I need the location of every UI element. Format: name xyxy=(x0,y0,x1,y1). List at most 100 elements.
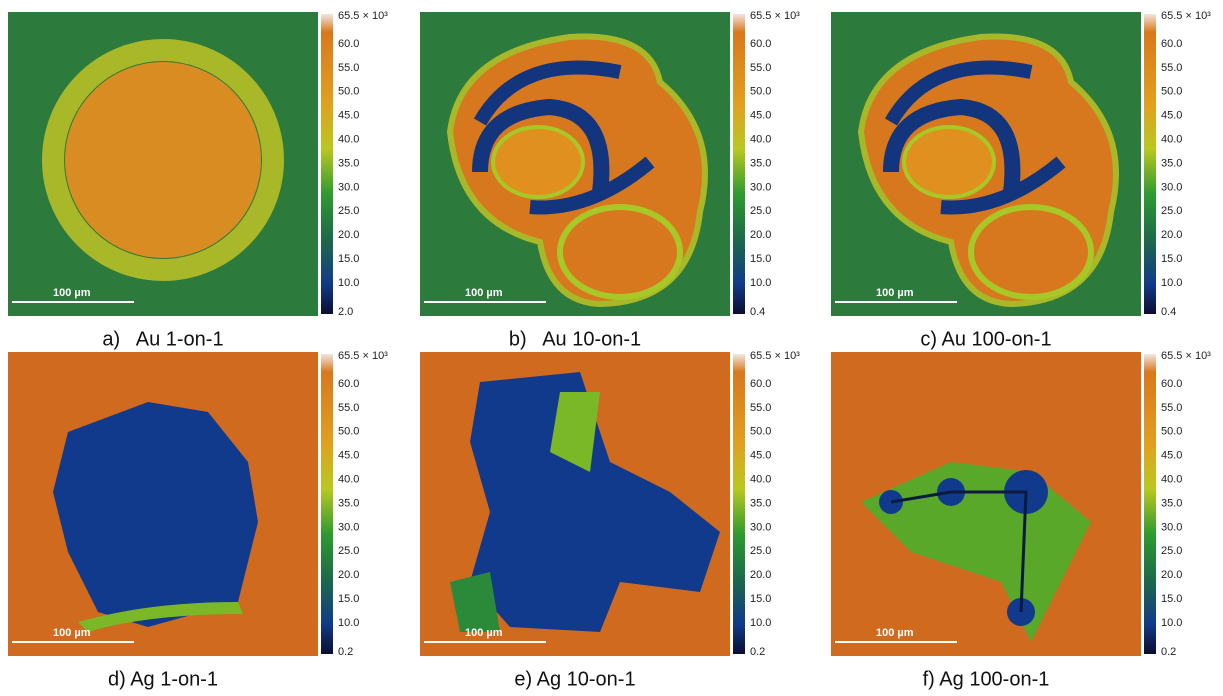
colorbar-label: 55.0 xyxy=(1161,62,1182,74)
colorbar-label: 65.5 × 10³ xyxy=(1161,10,1211,22)
colorbar-label: 60.0 xyxy=(338,378,359,390)
dark-band xyxy=(473,60,622,126)
colorbar-label: 20.0 xyxy=(750,229,771,241)
panel: 100 µm 65.5 × 10³ 60.0 55.0 50.0 45.0 40.0 35.0… xyxy=(8,10,388,350)
colorbar-label: 65.5 × 10³ xyxy=(750,10,800,22)
scale-bar-label: 100 µm xyxy=(53,287,91,299)
colorbar xyxy=(321,354,333,654)
scale-bar-label: 100 µm xyxy=(876,287,914,299)
colorbar-label: 25.0 xyxy=(750,205,771,217)
colorbar-label: 40.0 xyxy=(750,134,771,146)
colorbar-label: 60.0 xyxy=(338,38,359,50)
colorbar-label: 65.5 × 10³ xyxy=(338,350,388,362)
colorbar-label: 45.0 xyxy=(1161,110,1182,122)
colorbar xyxy=(733,14,745,314)
colorbar-label: 30.0 xyxy=(338,181,359,193)
colorbar-label: 20.0 xyxy=(338,569,359,581)
dark-band xyxy=(940,156,1066,215)
colorbar-label: 55.0 xyxy=(1161,402,1182,414)
ring xyxy=(42,39,284,281)
colorbar-label: 2.0 xyxy=(338,306,353,318)
caption: a) Au 1-on-1 xyxy=(102,328,223,350)
colorbar-label: 65.5 × 10³ xyxy=(1161,350,1211,362)
colorbar-label: 40.0 xyxy=(1161,474,1182,486)
colorbar xyxy=(1144,14,1156,314)
colorbar-label: 35.0 xyxy=(1161,157,1182,169)
colorbar-label: 60.0 xyxy=(1161,38,1182,50)
debris xyxy=(550,392,600,472)
inner-spot xyxy=(902,125,996,199)
crack xyxy=(890,490,1028,613)
colorbar-label: 40.0 xyxy=(750,474,771,486)
colorbar-label: 40.0 xyxy=(1161,134,1182,146)
colorbar-label: 15.0 xyxy=(750,593,771,605)
crater xyxy=(470,372,720,632)
colorbar-label: 10.0 xyxy=(338,617,359,629)
colorbar-label: 25.0 xyxy=(1161,205,1182,217)
lower-spot xyxy=(968,204,1094,300)
spot xyxy=(65,62,261,258)
colorbar-label: 45.0 xyxy=(338,110,359,122)
inner-spot xyxy=(491,125,585,199)
dark-band xyxy=(883,98,1021,193)
colorbar-label: 60.0 xyxy=(750,378,771,390)
colorbar-label: 25.0 xyxy=(338,205,359,217)
colorbar-label: 20.0 xyxy=(1161,229,1182,241)
colorbar-label: 40.0 xyxy=(338,474,359,486)
colorbar-label: 10.0 xyxy=(1161,617,1182,629)
scale-bar-label: 100 µm xyxy=(876,627,914,639)
colorbar-label: 25.0 xyxy=(338,545,359,557)
colorbar-label: 35.0 xyxy=(338,497,359,509)
colorbar-label: 45.0 xyxy=(338,450,359,462)
colorbar-label: 0.4 xyxy=(750,306,765,318)
lower-spot xyxy=(557,204,683,300)
colorbar-label: 55.0 xyxy=(750,62,771,74)
colorbar-label: 35.0 xyxy=(750,497,771,509)
colorbar-label: 50.0 xyxy=(750,86,771,98)
colorbar-label: 55.0 xyxy=(750,402,771,414)
caption: f) Ag 100-on-1 xyxy=(923,668,1050,690)
colorbar-label: 50.0 xyxy=(1161,86,1182,98)
colorbar-label: 0.2 xyxy=(750,646,765,658)
colorbar-label: 30.0 xyxy=(1161,181,1182,193)
colorbar-label: 50.0 xyxy=(338,86,359,98)
colorbar-label: 10.0 xyxy=(750,617,771,629)
caption: d) Ag 1-on-1 xyxy=(108,668,218,690)
panel: 100 µm 65.5 × 10³ 60.0 55.0 50.0 45.0 40.0 35.0… xyxy=(420,350,800,690)
colorbar-label: 50.0 xyxy=(338,426,359,438)
colorbar-label: 60.0 xyxy=(750,38,771,50)
caption: b) Au 10-on-1 xyxy=(509,328,641,350)
dark-band xyxy=(884,60,1033,126)
debris xyxy=(78,602,243,632)
colorbar-label: 45.0 xyxy=(750,110,771,122)
colorbar-label: 10.0 xyxy=(338,277,359,289)
colorbar-label: 50.0 xyxy=(750,426,771,438)
colorbar-label: 35.0 xyxy=(1161,497,1182,509)
colorbar xyxy=(1144,354,1156,654)
caption: c) Au 100-on-1 xyxy=(920,328,1051,350)
panel: 100 µm 65.5 × 10³ 60.0 55.0 50.0 45.0 40.0 35.0… xyxy=(831,10,1211,350)
colorbar-label: 15.0 xyxy=(750,253,771,265)
colorbar-label: 20.0 xyxy=(338,229,359,241)
scale-bar-label: 100 µm xyxy=(465,627,503,639)
colorbar-label: 65.5 × 10³ xyxy=(338,10,388,22)
colorbar-label: 35.0 xyxy=(750,157,771,169)
colorbar-label: 35.0 xyxy=(338,157,359,169)
colorbar-label: 15.0 xyxy=(1161,593,1182,605)
colorbar xyxy=(321,14,333,314)
colorbar-label: 45.0 xyxy=(750,450,771,462)
colorbar-label: 20.0 xyxy=(1161,569,1182,581)
colorbar-label: 25.0 xyxy=(1161,545,1182,557)
colorbar-label: 15.0 xyxy=(338,253,359,265)
colorbar-label: 55.0 xyxy=(338,402,359,414)
colorbar-label: 15.0 xyxy=(338,593,359,605)
scale-bar-label: 100 µm xyxy=(53,627,91,639)
dark-band xyxy=(472,98,610,193)
colorbar-label: 0.2 xyxy=(1161,646,1176,658)
caption: e) Ag 10-on-1 xyxy=(514,668,635,690)
colorbar-label: 0.2 xyxy=(338,646,353,658)
crater xyxy=(53,402,258,627)
colorbar-label: 40.0 xyxy=(338,134,359,146)
colorbar-label: 30.0 xyxy=(1161,521,1182,533)
